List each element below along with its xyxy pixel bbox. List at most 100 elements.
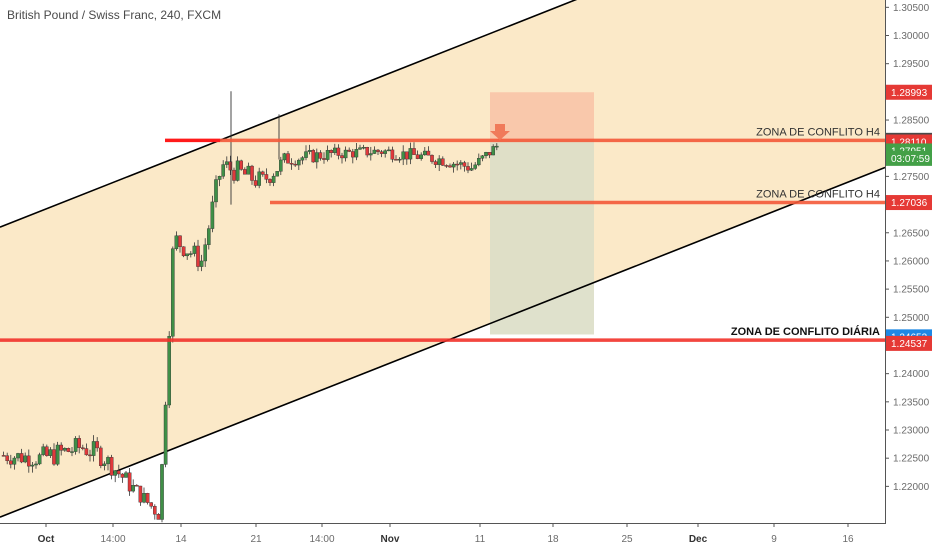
candle (149, 502, 154, 507)
candle (174, 235, 179, 249)
candle (351, 151, 355, 158)
candle (491, 146, 496, 156)
candle (206, 228, 211, 245)
candle (27, 455, 31, 467)
candle (188, 253, 193, 255)
candle (210, 201, 215, 229)
candle (95, 441, 99, 449)
channel-upper-line[interactable] (0, 0, 885, 228)
price-axis-label: 1.22000 (893, 482, 930, 493)
candle (297, 159, 301, 166)
time-axis-label: 14 (175, 534, 187, 545)
candle (271, 175, 276, 183)
candle (181, 246, 186, 257)
candle (293, 163, 298, 166)
candle (214, 179, 218, 203)
time-axis-label: 25 (621, 534, 633, 545)
candle (19, 453, 24, 463)
candle (286, 153, 290, 164)
candle (109, 457, 114, 476)
price-axis-panel[interactable] (885, 0, 932, 550)
candle (487, 152, 492, 156)
candle (448, 165, 452, 168)
candle (224, 161, 229, 165)
candle (160, 464, 164, 520)
time-axis-label: 9 (771, 534, 777, 545)
candle (325, 150, 330, 160)
candle (80, 447, 85, 449)
candle (437, 158, 442, 165)
channel-lower-line[interactable] (0, 166, 886, 518)
price-axis-label: 1.24000 (893, 369, 930, 380)
price-tag (886, 195, 932, 211)
candle (462, 162, 467, 167)
candle (113, 470, 117, 476)
price-tag-label: 1.24537 (891, 339, 928, 350)
candle (199, 260, 204, 267)
candle (163, 404, 168, 465)
candle (343, 149, 348, 159)
time-axis-label: 14:00 (100, 534, 125, 545)
candle (23, 455, 28, 463)
price-axis-label: 1.23500 (893, 397, 930, 408)
candle (221, 164, 226, 177)
price-tag-label: 1.28110 (891, 138, 927, 149)
candle (300, 157, 305, 161)
candle (451, 163, 456, 168)
time-axis-label: 18 (547, 534, 559, 545)
candle (473, 164, 478, 169)
candle (387, 149, 391, 152)
candle (394, 159, 398, 161)
candle (469, 168, 474, 171)
price-axis-label: 1.22500 (893, 454, 930, 465)
candle (372, 149, 377, 154)
candle (444, 165, 449, 167)
price-tag (886, 150, 932, 166)
candle (12, 457, 17, 465)
candle (275, 171, 280, 177)
candle (390, 149, 395, 160)
price-axis-label: 1.30000 (893, 31, 930, 42)
candle (228, 161, 233, 171)
candle (268, 179, 272, 183)
chart-title: British Pound / Swiss Franc, 240, FXCM (7, 8, 222, 22)
candle (63, 448, 67, 451)
candle (235, 160, 240, 181)
candle (336, 147, 341, 156)
price-tag-label: 1.27036 (891, 198, 928, 209)
time-axis-label: Dec (689, 534, 708, 545)
candle (322, 158, 326, 160)
sell-arrow-icon (490, 124, 510, 140)
candle (52, 449, 56, 465)
candle (37, 454, 42, 465)
candle (250, 165, 254, 181)
time-axis-label: Nov (381, 534, 400, 545)
candle (73, 438, 78, 452)
candle (59, 444, 63, 451)
candle (304, 151, 308, 158)
zone-h4-upper-label: ZONA DE CONFLITO H4 (756, 126, 880, 138)
short-position-target-zone[interactable] (490, 140, 594, 335)
candle (261, 171, 265, 175)
time-axis-label: Oct (38, 534, 55, 545)
time-axis-panel[interactable] (0, 523, 932, 550)
candle (401, 151, 406, 160)
candle (354, 149, 359, 158)
candle (120, 473, 125, 478)
time-axis-label: 16 (842, 534, 854, 545)
candle (412, 148, 416, 155)
candle (77, 438, 81, 448)
price-tag (886, 84, 932, 100)
zone-h4-lower-label: ZONA DE CONFLITO H4 (756, 189, 880, 201)
candle (307, 150, 312, 152)
price-axis-label: 1.29500 (893, 59, 930, 70)
candle (131, 485, 136, 492)
candle (419, 154, 424, 159)
candle (379, 151, 384, 154)
candle (91, 441, 96, 456)
candle (178, 235, 182, 247)
candle (16, 453, 20, 459)
candle (455, 163, 460, 166)
price-axis-label: 1.25500 (893, 285, 930, 296)
